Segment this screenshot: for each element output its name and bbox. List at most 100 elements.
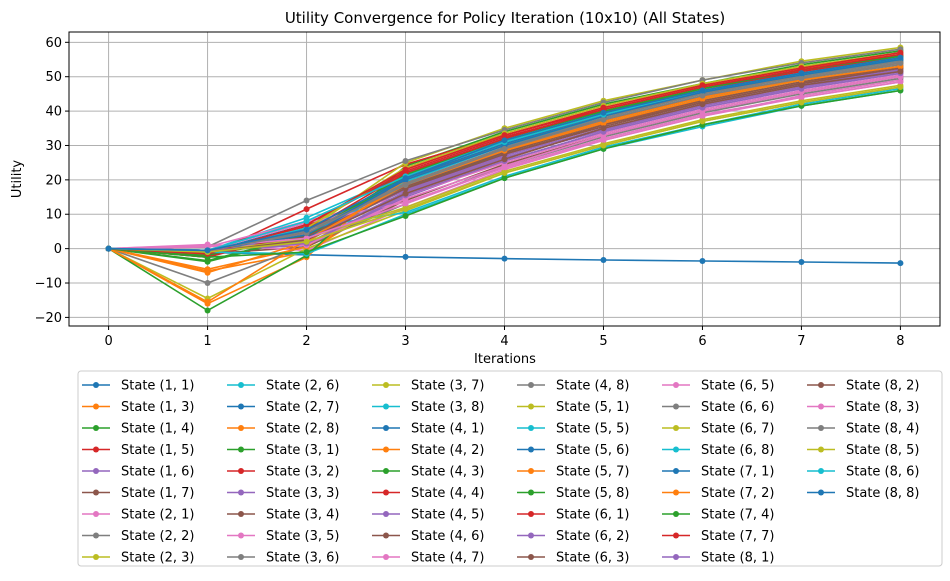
data-point xyxy=(204,298,211,305)
legend-swatch-marker xyxy=(238,403,244,410)
legend-swatch-marker xyxy=(93,489,99,496)
legend-label: State (3, 3) xyxy=(266,486,340,501)
data-point xyxy=(501,132,508,139)
data-point xyxy=(303,249,310,256)
legend-label: State (4, 2) xyxy=(411,443,485,458)
legend-label: State (6, 5) xyxy=(701,379,775,394)
data-point xyxy=(699,101,706,108)
data-point xyxy=(798,82,805,89)
legend-swatch-marker xyxy=(818,382,824,388)
y-tick-label: 20 xyxy=(45,173,62,188)
legend-item: State (2, 3) xyxy=(82,551,195,566)
legend-item: State (5, 5) xyxy=(517,422,630,437)
legend-swatch-marker xyxy=(528,403,534,410)
data-point xyxy=(501,156,508,163)
legend-label: State (8, 6) xyxy=(846,465,920,480)
legend-swatch-marker xyxy=(93,382,99,388)
legend-swatch-marker xyxy=(818,446,824,453)
legend-label: State (6, 3) xyxy=(556,551,630,566)
data-point xyxy=(798,259,805,266)
legend-swatch-marker xyxy=(93,446,99,453)
data-point xyxy=(105,245,112,252)
legend-item: State (5, 8) xyxy=(517,486,630,501)
data-point xyxy=(600,104,607,111)
legend-label: State (7, 2) xyxy=(701,486,775,501)
y-tick-label: 0 xyxy=(54,242,62,257)
data-point xyxy=(897,49,904,56)
legend-label: State (6, 2) xyxy=(556,529,630,544)
legend-swatch-marker xyxy=(383,489,389,496)
legend-swatch-marker xyxy=(238,382,244,388)
legend-item: State (4, 2) xyxy=(372,443,485,458)
legend-label: State (5, 7) xyxy=(556,465,630,480)
legend-item: State (1, 5) xyxy=(82,443,195,458)
legend-label: State (6, 1) xyxy=(556,508,630,523)
legend-swatch-marker xyxy=(673,468,679,474)
data-point xyxy=(600,256,607,263)
legend-label: State (3, 2) xyxy=(266,465,340,480)
legend-swatch-marker xyxy=(818,489,824,496)
legend-label: State (6, 7) xyxy=(701,422,775,437)
legend-item: State (4, 4) xyxy=(372,486,485,501)
series-group xyxy=(105,54,904,254)
legend-swatch-marker xyxy=(673,532,679,539)
data-point xyxy=(501,145,508,152)
data-point xyxy=(699,258,706,265)
legend-label: State (6, 6) xyxy=(701,400,775,415)
data-point xyxy=(204,307,211,314)
legend-item: State (5, 7) xyxy=(517,465,630,480)
legend-swatch-marker xyxy=(238,511,244,517)
legend-swatch-marker xyxy=(673,554,679,560)
legend-label: State (8, 8) xyxy=(846,486,920,501)
legend-item: State (6, 2) xyxy=(517,529,630,544)
legend-item: State (1, 4) xyxy=(82,422,195,437)
legend-item: State (4, 3) xyxy=(372,465,485,480)
y-tick-label: −10 xyxy=(35,277,62,292)
legend-label: State (7, 4) xyxy=(701,508,775,523)
data-point xyxy=(699,92,706,99)
legend-swatch-marker xyxy=(528,489,534,496)
legend-item: State (4, 1) xyxy=(372,422,485,437)
legend-swatch-marker xyxy=(673,425,679,431)
data-point xyxy=(501,137,508,144)
y-axis-ticks: −20 −10 0 10 20 30 40 50 60 xyxy=(35,36,69,326)
legend-item: State (3, 3) xyxy=(227,486,340,501)
legend-label: State (4, 5) xyxy=(411,508,485,523)
legend-swatch-marker xyxy=(383,468,389,474)
legend-item: State (2, 2) xyxy=(82,529,195,544)
data-point xyxy=(699,87,706,94)
legend-swatch-marker xyxy=(383,532,389,539)
x-axis-ticks: 0 1 2 3 4 5 6 7 8 xyxy=(104,326,905,349)
data-point xyxy=(303,197,310,204)
legend-label: State (5, 8) xyxy=(556,486,630,501)
legend-item: State (1, 1) xyxy=(82,379,195,394)
legend-swatch-marker xyxy=(528,511,534,517)
data-point xyxy=(600,137,607,144)
legend-label: State (4, 6) xyxy=(411,529,485,544)
x-tick-label: 0 xyxy=(104,334,112,349)
data-point xyxy=(303,218,310,225)
legend-swatch-marker xyxy=(383,425,389,431)
legend-label: State (2, 8) xyxy=(266,422,340,437)
x-tick-label: 6 xyxy=(698,334,706,349)
legend-label: State (3, 1) xyxy=(266,443,340,458)
legend-label: State (4, 3) xyxy=(411,465,485,480)
data-point xyxy=(600,116,607,123)
legend-label: State (3, 7) xyxy=(411,379,485,394)
legend-swatch-marker xyxy=(528,532,534,539)
data-point xyxy=(798,94,805,101)
legend-swatch-marker xyxy=(383,382,389,388)
legend-item: State (3, 8) xyxy=(372,400,485,415)
y-tick-label: −20 xyxy=(35,311,62,326)
data-point xyxy=(402,157,409,164)
legend-swatch-marker xyxy=(93,468,99,474)
legend-swatch-marker xyxy=(93,532,99,539)
y-tick-label: 10 xyxy=(45,208,62,223)
data-point xyxy=(204,269,211,276)
series-lines xyxy=(105,44,904,314)
data-point xyxy=(204,280,211,287)
legend-item: State (7, 1) xyxy=(662,465,775,480)
legend-swatch-marker xyxy=(93,511,99,517)
legend-swatch-marker xyxy=(673,446,679,453)
x-tick-label: 4 xyxy=(500,334,508,349)
